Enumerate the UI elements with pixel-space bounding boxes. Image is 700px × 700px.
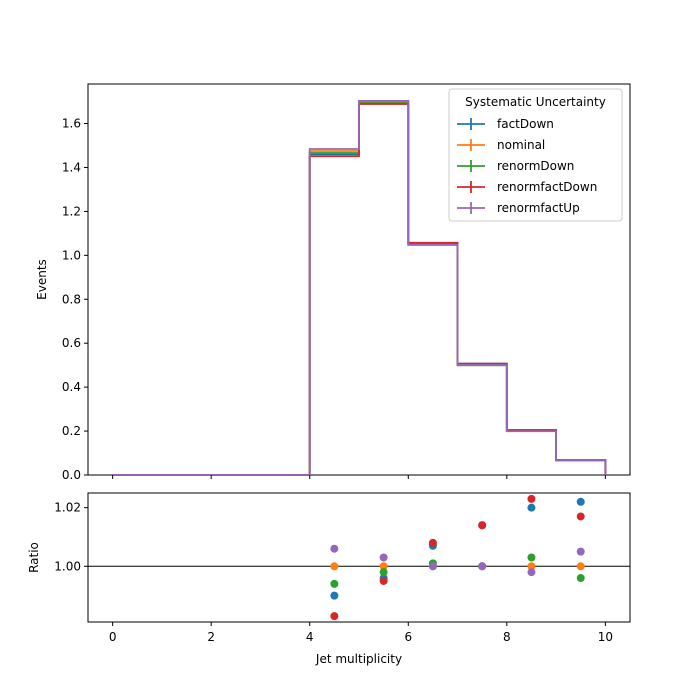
ratio-point-renormDown (527, 553, 536, 562)
ratio-x-ticks: 0 2 4 6 8 10 (109, 622, 613, 644)
ratio-point-renormfactDown (428, 538, 437, 547)
legend-entry-renormDown: renormDown (457, 159, 574, 173)
legend-entry-factDown: factDown (457, 117, 554, 131)
events-y-tick-label: 0.6 (62, 336, 81, 350)
ratio-point-renormfactDown (576, 512, 585, 521)
legend-box (448, 88, 623, 222)
legend-label: renormfactUp (497, 201, 580, 215)
ratio-point-renormfactUp (478, 562, 487, 571)
events-y-tick-label: 1.0 (62, 248, 81, 262)
ratio-point-nominal (527, 562, 536, 571)
ratio-point-renormfactDown (330, 612, 339, 621)
ratio-y-tick-label: 1.02 (54, 501, 81, 515)
ratio-point-renormfactUp (379, 553, 388, 562)
events-y-tick-label: 1.2 (62, 204, 81, 218)
ratio-y-ticks: 1.00 1.02 (54, 501, 88, 573)
ratio-point-renormDown (576, 574, 585, 583)
ratio-point-renormDown (330, 579, 339, 588)
legend-label: renormDown (497, 159, 574, 173)
ratio-point-renormfactDown (478, 521, 487, 530)
legend-label: renormfactDown (497, 180, 597, 194)
ratio-point-factDown (527, 503, 536, 512)
events-x-ticks (112, 475, 606, 479)
x-tick-label: 4 (306, 630, 314, 644)
events-y-tick-label: 0.2 (62, 424, 81, 438)
ratio-point-factDown (330, 591, 339, 600)
legend-entry-nominal: nominal (457, 138, 545, 152)
legend-label: factDown (497, 117, 554, 131)
events-y-tick-label: 0.4 (62, 380, 81, 394)
ratio-point-renormfactUp (428, 562, 437, 571)
legend-entries: factDown nominal renormDown renormfactDown r… (457, 117, 597, 215)
ratio-y-axis-label: Ratio (27, 542, 41, 573)
legend-label: nominal (497, 138, 545, 152)
x-tick-label: 0 (109, 630, 117, 644)
ratio-point-factDown (576, 497, 585, 506)
ratio-point-nominal (576, 562, 585, 571)
x-tick-label: 8 (503, 630, 511, 644)
ratio-point-renormfactUp (330, 544, 339, 553)
x-tick-label: 6 (404, 630, 412, 644)
x-tick-label: 10 (598, 630, 613, 644)
ratio-point-renormfactDown (379, 576, 388, 585)
x-axis-label: Jet multiplicity (315, 652, 402, 666)
legend: Systematic Uncertainty factDown nominal re… (448, 88, 623, 222)
ratio-panel-frame (87, 492, 631, 623)
histogram-series-group (112, 100, 607, 476)
histogram-line-renormfactUp (112, 100, 607, 476)
legend-entry-renormfactDown: renormfactDown (457, 180, 597, 194)
ratio-point-renormfactUp (576, 547, 585, 556)
events-y-tick-label: 0.0 (62, 468, 81, 482)
ratio-y-tick-label: 1.00 (54, 559, 81, 573)
ratio-point-renormfactUp (527, 568, 536, 577)
ratio-panel: 1.00 1.02 0 2 4 6 8 10 Ratio Jet multiplicity (27, 492, 631, 666)
ratio-point-nominal (379, 562, 388, 571)
events-y-ticks: 0.0 0.2 0.4 0.6 0.8 1.0 1.2 1.4 1.6 (62, 117, 88, 482)
legend-title: Systematic Uncertainty (465, 95, 606, 109)
events-y-tick-label: 1.4 (62, 160, 81, 174)
x-tick-label: 2 (207, 630, 215, 644)
ratio-points-group (330, 494, 585, 621)
events-y-axis-label: Events (35, 259, 49, 300)
ratio-point-renormfactDown (527, 494, 536, 503)
ratio-point-nominal (330, 562, 339, 571)
legend-entry-renormfactUp: renormfactUp (457, 201, 580, 215)
events-panel-frame (87, 83, 631, 476)
events-y-tick-label: 1.6 (62, 117, 81, 131)
events-panel: 0.0 0.2 0.4 0.6 0.8 1.0 1.2 1.4 1.6 Events Syste… (35, 83, 631, 482)
events-y-tick-label: 0.8 (62, 292, 81, 306)
ratio-point-renormDown (379, 568, 388, 577)
